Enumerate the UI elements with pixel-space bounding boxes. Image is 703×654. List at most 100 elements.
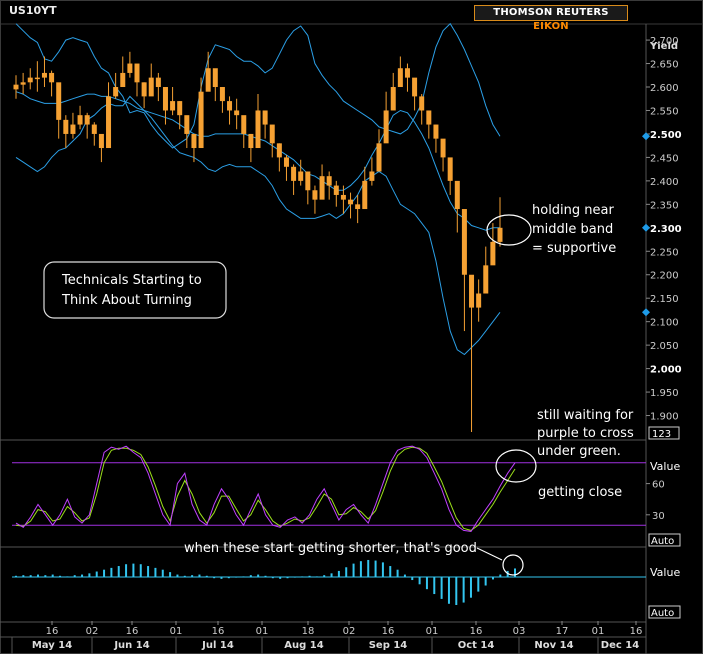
candle-body — [162, 87, 168, 111]
x-tick-label: 01 — [256, 626, 269, 637]
candle-body — [120, 72, 126, 88]
stoch-k-line — [15, 445, 516, 532]
candle-body — [205, 68, 211, 92]
stoch-highlight-ellipse — [495, 449, 537, 483]
x-tick-label: 03 — [513, 626, 526, 637]
candle-body — [333, 185, 339, 195]
candle-body — [34, 77, 40, 80]
hist-note-arrow — [476, 547, 503, 561]
candle-body — [98, 133, 104, 149]
candle-body — [262, 110, 268, 125]
candle-body — [440, 138, 446, 158]
x-tick-label: 18 — [302, 626, 315, 637]
y-tick-label: 2.250 — [650, 247, 679, 258]
x-tick-label: 01 — [592, 626, 605, 637]
candle-body — [13, 84, 19, 90]
candle-body — [106, 96, 112, 149]
stoch-note-text: under green. — [537, 444, 621, 459]
x-tick-label: 16 — [46, 626, 59, 637]
candle-body — [340, 194, 346, 200]
candle-body — [298, 171, 304, 181]
brand-accent: EIKON — [533, 21, 569, 32]
price-marker-diamond — [642, 132, 650, 141]
candle-body — [241, 115, 247, 134]
candle-body — [184, 115, 190, 134]
y-tick-label: 2.450 — [650, 153, 679, 164]
candle-body — [113, 87, 119, 97]
hist-note-text: when these start getting shorter, that's… — [184, 541, 477, 556]
candle-body — [490, 241, 496, 266]
candle-body — [148, 77, 154, 97]
x-month-label: Oct 14 — [458, 640, 495, 651]
candle-body — [255, 110, 261, 149]
x-tick-label: 01 — [170, 626, 183, 637]
candle-body — [383, 110, 389, 144]
candle-body — [397, 68, 403, 88]
y-tick-label: 2.600 — [650, 83, 679, 94]
candle-body — [248, 133, 254, 149]
candle-body — [77, 115, 83, 125]
candle-body — [461, 209, 467, 275]
candle-body — [191, 133, 197, 149]
stoch-tick-label: 30 — [652, 511, 665, 522]
price-marker-diamond — [642, 223, 650, 232]
y-tick-label: 2.100 — [650, 318, 679, 329]
x-month-label: Aug 14 — [284, 640, 323, 651]
macd-auto-box — [648, 605, 681, 619]
candle-body — [219, 87, 225, 102]
candle-body — [70, 124, 76, 134]
x-tick-label: 16 — [382, 626, 395, 637]
candle-body — [483, 265, 489, 294]
candle-body — [84, 115, 90, 125]
candle-body — [127, 63, 133, 73]
candle-body — [49, 72, 55, 83]
last-price-label: 123 — [652, 429, 671, 440]
x-tick-label: 02 — [86, 626, 99, 637]
candle-body — [20, 82, 26, 85]
annotation-box — [43, 261, 227, 319]
candle-body — [276, 143, 282, 158]
right-note-text: = supportive — [532, 241, 616, 256]
symbol-label[interactable]: US10YT — [9, 4, 57, 17]
candle-body — [326, 176, 332, 186]
y-tick-label: 2.500 — [650, 130, 682, 141]
y-tick-label: 2.700 — [650, 36, 679, 47]
candle-body — [390, 87, 396, 111]
y-tick-label: 2.200 — [650, 271, 679, 282]
candle-body — [134, 63, 140, 83]
macd-auto-label: Auto — [651, 608, 674, 619]
y-tick-label: 2.150 — [650, 294, 679, 305]
y-tick-label: 1.900 — [650, 412, 679, 423]
candle-body — [362, 180, 368, 210]
candle-body — [369, 171, 375, 181]
x-tick-label: 16 — [470, 626, 483, 637]
x-tick-label: 01 — [426, 626, 439, 637]
x-month-label: Jun 14 — [113, 640, 149, 651]
brand-main: THOMSON REUTERS — [493, 7, 609, 18]
y-tick-label: 2.050 — [650, 341, 679, 352]
candle-body — [177, 101, 183, 116]
stoch-tick-label: 60 — [652, 480, 665, 491]
candle-body — [433, 124, 439, 139]
stoch-note-text: purple to cross — [537, 426, 634, 441]
hist-highlight-circle — [502, 554, 524, 576]
stoch-auto-label: Auto — [651, 536, 674, 547]
macd-bars — [15, 559, 516, 605]
stoch-note-text: still waiting for — [537, 408, 634, 423]
y-tick-label: 2.350 — [650, 200, 679, 211]
x-tick-label: 16 — [126, 626, 139, 637]
brand-logo: THOMSON REUTERS EIKON — [474, 5, 628, 32]
candle-body — [212, 68, 218, 88]
candles — [13, 51, 503, 432]
y-tick-label: 2.400 — [650, 177, 679, 188]
y-tick-label: 2.550 — [650, 106, 679, 117]
candle-body — [419, 96, 425, 111]
candle-body — [404, 68, 410, 78]
highlight-ellipse — [486, 214, 532, 246]
x-month-label: May 14 — [32, 640, 72, 651]
candle-body — [41, 72, 47, 78]
y-tick-label: 2.000 — [650, 365, 682, 376]
candle-body — [269, 124, 275, 144]
stoch-d-line — [15, 446, 516, 531]
